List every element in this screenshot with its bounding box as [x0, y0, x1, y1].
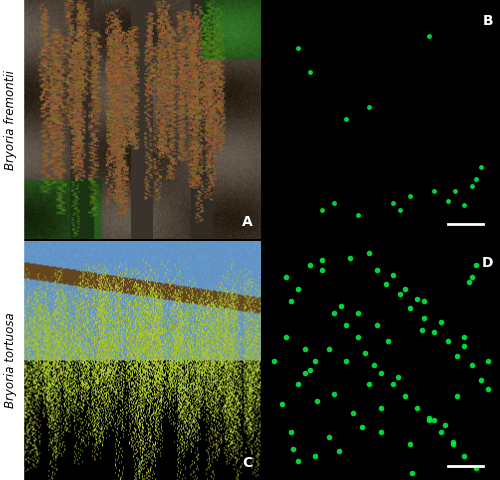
Text: A: A — [242, 215, 253, 229]
Text: Bryoria fremontii: Bryoria fremontii — [4, 70, 18, 170]
Text: B: B — [482, 14, 493, 28]
Text: Bryoria tortuosa: Bryoria tortuosa — [4, 312, 18, 408]
Text: D: D — [482, 255, 493, 270]
Text: C: C — [242, 456, 253, 470]
